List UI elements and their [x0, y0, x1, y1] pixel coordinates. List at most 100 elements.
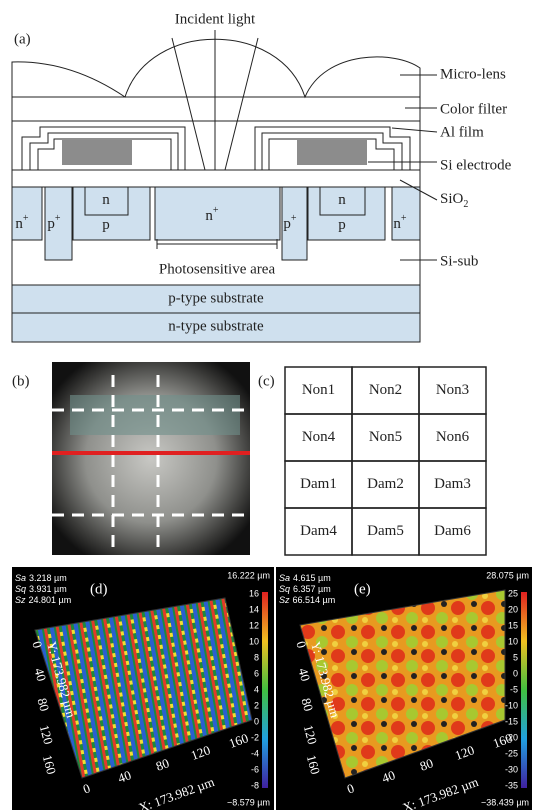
cell-text: Non2 [369, 382, 402, 398]
stat-name: Sa [15, 573, 26, 583]
doping-sup: + [213, 205, 219, 216]
colorbar-min: −8.579 µm [227, 797, 270, 807]
colorbar-tick: -10 [505, 700, 518, 710]
cell-text: Non5 [369, 429, 402, 445]
colorbar-tick: -25 [505, 748, 518, 758]
stat-name: Sz [279, 595, 290, 605]
cell-text: Dam4 [300, 523, 337, 539]
doping-sup: + [55, 213, 61, 224]
layer-label: Si-sub [440, 253, 478, 269]
shape [12, 170, 420, 187]
colorbar-tick: -30 [505, 764, 518, 774]
p-substrate: p-type substrate [168, 290, 264, 306]
colorbar-max: 16.222 µm [227, 570, 270, 580]
shape [12, 97, 420, 121]
layer-label: SiO2 [440, 191, 468, 210]
layer-label: Color filter [440, 101, 507, 117]
colorbar-tick: -15 [505, 716, 518, 726]
subscript: 2 [463, 199, 468, 210]
doping-base: p [338, 217, 346, 233]
cell-text: Non3 [436, 382, 469, 398]
layer-label: Micro-lens [440, 66, 506, 82]
colorbar-tick: 4 [254, 684, 259, 694]
colorbar-tick: 15 [508, 620, 518, 630]
colorbar-tick: 20 [508, 604, 518, 614]
doping-base: p [102, 217, 110, 233]
colorbar-max: 28.075 µm [486, 570, 529, 580]
colorbar-tick: 6 [254, 668, 259, 678]
cell-text: Dam1 [300, 476, 337, 492]
colorbar-tick: -5 [510, 684, 518, 694]
layer-label: Al film [440, 124, 484, 140]
colorbar-tick: 12 [249, 620, 259, 630]
stat-value: 4.615 µm [293, 573, 331, 583]
panel-label: (a) [14, 31, 31, 47]
doping-label: n [102, 192, 110, 208]
figure: (a) Incident light n+p+npn+p+npn+ Photos… [0, 0, 541, 810]
cell-text: Dam3 [434, 476, 471, 492]
panel-label: (b) [12, 373, 30, 389]
colorbar-tick: -8 [251, 780, 259, 790]
shape [297, 140, 367, 165]
colorbar-tick: 0 [513, 668, 518, 678]
shape [12, 39, 420, 97]
stat-value: 3.218 µm [29, 573, 67, 583]
shape [62, 140, 132, 165]
colorbar-tick: 14 [249, 604, 259, 614]
colorbar [262, 592, 268, 788]
shape [70, 395, 240, 435]
colorbar-tick: 16 [249, 588, 259, 598]
stat-value: 6.357 µm [293, 584, 331, 594]
colorbar-tick: -4 [251, 748, 259, 758]
cell-text: Dam6 [434, 523, 471, 539]
stat-name: Sq [15, 584, 26, 594]
colorbar-tick: 8 [254, 652, 259, 662]
shape [52, 362, 250, 555]
cell-text: Non1 [302, 382, 335, 398]
doping-base: n [338, 192, 346, 208]
doping-label: p [102, 217, 110, 233]
colorbar-tick: 25 [508, 588, 518, 598]
stat-name: Sz [15, 595, 26, 605]
surface-plot: (e) Sa4.615 µmSq6.357 µmSz66.514 µm 28.075… [276, 567, 532, 810]
doping-base: p [283, 216, 291, 232]
panel-label: (c) [258, 373, 275, 389]
photo [52, 362, 250, 555]
doping-label: n [338, 192, 346, 208]
stat-name: Sa [279, 573, 290, 583]
panel-label: (d) [90, 581, 108, 597]
colorbar [521, 592, 527, 788]
doping-sup: + [291, 213, 297, 224]
cell-text: Non6 [436, 429, 470, 445]
sample-grid: Non1 Non2 Non3 Non4 Non5 Non6 Dam1 Dam2 Dam3 Dam4… [285, 367, 486, 555]
doping-sup: + [401, 213, 407, 224]
colorbar-tick: 5 [513, 652, 518, 662]
colorbar-tick: -35 [505, 780, 518, 790]
doping-base: n [102, 192, 110, 208]
stat-value: 66.514 µm [293, 595, 336, 605]
cell-text: Dam2 [367, 476, 404, 492]
incident-light: Incident light [175, 11, 256, 27]
stat-value: 24.801 µm [29, 595, 72, 605]
colorbar-tick: 10 [508, 636, 518, 646]
cell-text: Non4 [302, 429, 336, 445]
layer-label: Si electrode [440, 157, 512, 173]
colorbar-tick: -2 [251, 732, 259, 742]
stat-name: Sq [279, 584, 290, 594]
colorbar-min: −38.439 µm [481, 797, 529, 807]
colorbar-tick: 10 [249, 636, 259, 646]
doping-label: p [338, 217, 346, 233]
n-substrate: n-type substrate [168, 318, 264, 334]
doping-base: p [47, 216, 55, 232]
colorbar-tick: -6 [251, 764, 259, 774]
cell-text: Dam5 [367, 523, 404, 539]
stat-value: 3.931 µm [29, 584, 67, 594]
panel-label: (e) [354, 581, 371, 597]
